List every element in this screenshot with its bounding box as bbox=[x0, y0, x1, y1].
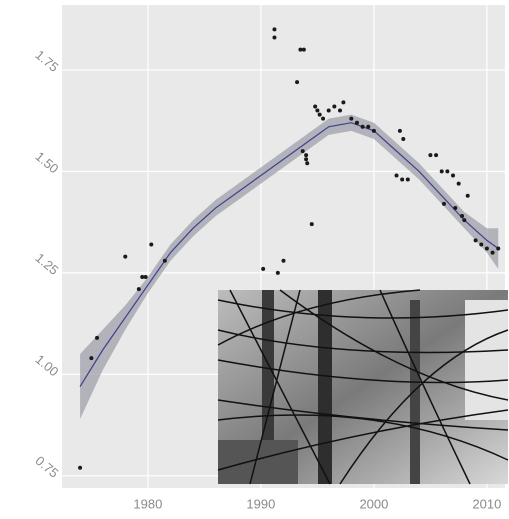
y-tick-label: 1.25 bbox=[32, 250, 61, 278]
point bbox=[317, 112, 322, 117]
point bbox=[123, 254, 128, 259]
point bbox=[465, 193, 470, 198]
point bbox=[78, 465, 83, 470]
point bbox=[496, 246, 501, 251]
point bbox=[272, 27, 277, 32]
point bbox=[313, 104, 318, 109]
point bbox=[371, 128, 376, 133]
confidence-band bbox=[80, 114, 499, 420]
point bbox=[354, 120, 359, 125]
point bbox=[428, 153, 433, 158]
x-tick-label: 2010 bbox=[472, 496, 501, 511]
x-tick-label: 1990 bbox=[246, 496, 275, 511]
smooth-line bbox=[79, 122, 499, 387]
point bbox=[275, 270, 280, 275]
point bbox=[272, 35, 277, 40]
point bbox=[95, 335, 100, 340]
point bbox=[300, 149, 305, 154]
point bbox=[136, 287, 141, 292]
point bbox=[332, 104, 337, 109]
y-tick-label: 0.75 bbox=[32, 453, 61, 481]
point bbox=[261, 266, 266, 271]
y-tick-label: 1.50 bbox=[32, 149, 61, 177]
point bbox=[295, 80, 300, 85]
point bbox=[400, 177, 405, 182]
point bbox=[462, 218, 467, 223]
point bbox=[460, 214, 465, 219]
point bbox=[281, 258, 286, 263]
point bbox=[89, 356, 94, 361]
point bbox=[366, 124, 371, 129]
point bbox=[162, 258, 167, 263]
point bbox=[490, 250, 495, 255]
point bbox=[441, 201, 446, 206]
point bbox=[315, 108, 320, 113]
point bbox=[301, 47, 306, 52]
x-tick-label: 1980 bbox=[133, 496, 162, 511]
point bbox=[479, 242, 484, 247]
point bbox=[451, 173, 456, 178]
point bbox=[326, 108, 331, 113]
point bbox=[453, 205, 458, 210]
point bbox=[405, 177, 410, 182]
point bbox=[484, 246, 489, 251]
point bbox=[309, 222, 314, 227]
point bbox=[439, 169, 444, 174]
y-tick-label: 1.75 bbox=[32, 47, 61, 75]
point bbox=[349, 116, 354, 121]
point bbox=[360, 124, 365, 129]
point bbox=[456, 181, 461, 186]
point bbox=[473, 238, 478, 243]
point bbox=[140, 274, 145, 279]
point bbox=[149, 242, 154, 247]
x-tick-label: 2000 bbox=[359, 496, 388, 511]
point bbox=[397, 128, 402, 133]
point bbox=[394, 173, 399, 178]
point bbox=[304, 153, 309, 158]
point bbox=[338, 108, 343, 113]
point bbox=[321, 116, 326, 121]
point bbox=[298, 47, 303, 52]
point bbox=[143, 274, 148, 279]
point bbox=[304, 157, 309, 162]
point bbox=[434, 153, 439, 158]
point bbox=[305, 161, 310, 166]
point bbox=[445, 169, 450, 174]
point bbox=[401, 136, 406, 141]
point bbox=[341, 100, 346, 105]
y-tick-label: 1.00 bbox=[32, 352, 61, 380]
inset-photo bbox=[217, 289, 509, 485]
